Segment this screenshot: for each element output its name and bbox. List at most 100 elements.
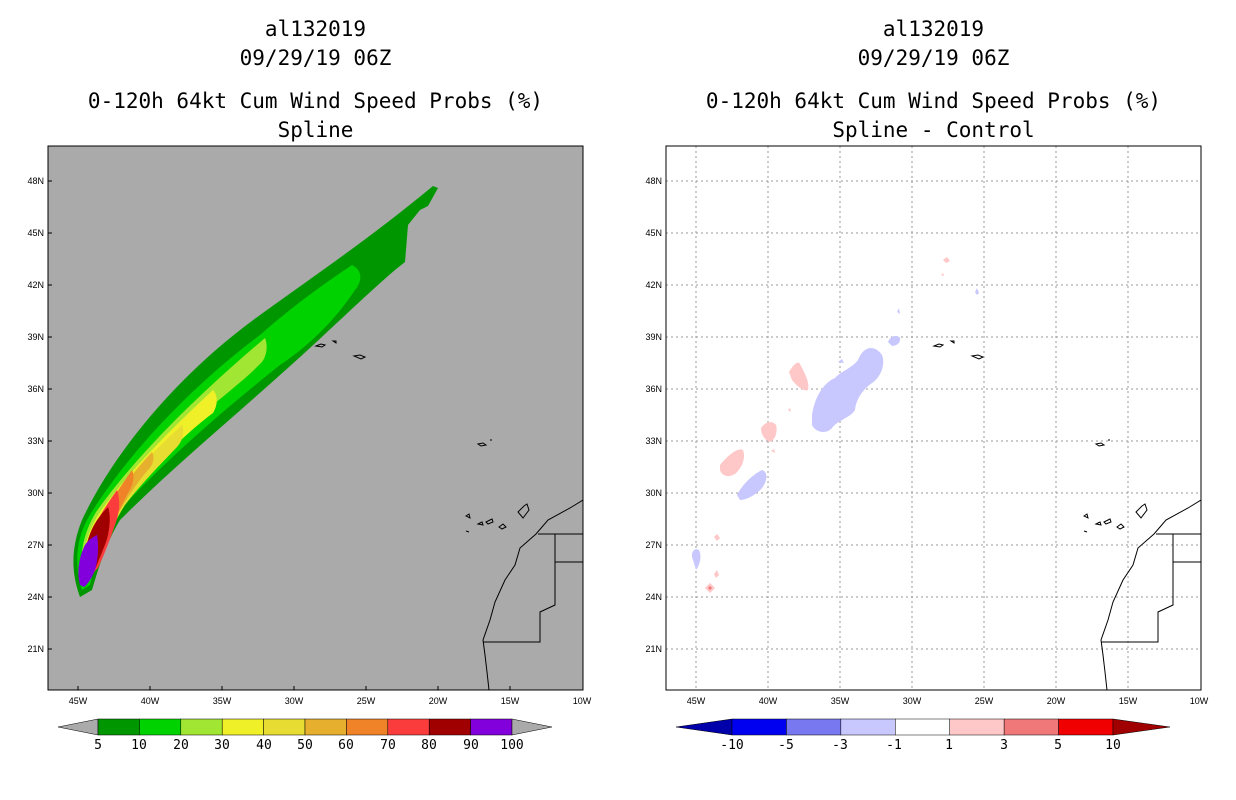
lat-label: 33N — [27, 436, 44, 446]
right-lon-axis: 45W 40W 35W 30W 25W 20W 15W 10W — [687, 696, 1209, 706]
colorbar-swatch — [949, 718, 1005, 736]
lon-label: 10W — [1190, 696, 1209, 706]
colorbar-swatch — [221, 718, 264, 736]
left-colorbar-labels: 5 10 20 30 40 50 60 70 80 90 100 — [94, 738, 524, 753]
colorbar-swatch — [346, 718, 389, 736]
diff-negative — [897, 308, 900, 314]
diff-positive — [789, 362, 809, 391]
colorbar-swatch — [786, 718, 842, 736]
colorbar-swatch — [139, 718, 182, 736]
colorbar-label: -5 — [778, 738, 794, 753]
lat-label: 24N — [27, 592, 44, 602]
right-map-frame — [665, 145, 1202, 691]
colorbar-label: -10 — [720, 738, 743, 753]
right-storm-id: al132019 — [882, 17, 985, 41]
colorbar-label: -3 — [832, 738, 848, 753]
colorbar-label: 40 — [256, 738, 272, 753]
colorbar-swatch — [97, 718, 140, 736]
right-colorbar-swatches — [675, 718, 1171, 736]
colorbar-label: 70 — [380, 738, 396, 753]
diff-positive — [788, 408, 791, 412]
colorbar-high-arrow — [1112, 718, 1171, 736]
colorbar-low-arrow — [675, 718, 733, 736]
lon-label: 35W — [213, 696, 232, 706]
right-product-title: 0-120h 64kt Cum Wind Speed Probs (%) — [705, 89, 1162, 113]
colorbar-label: -1 — [886, 738, 902, 753]
right-colorbar: -10 -5 -3 -1 1 3 5 10 — [675, 718, 1171, 753]
lon-label: 20W — [1047, 696, 1066, 706]
lat-label: 39N — [645, 332, 662, 342]
colorbar-swatch — [731, 718, 787, 736]
lat-label: 45N — [645, 228, 662, 238]
diff-positive-strong — [708, 586, 712, 590]
prob-contour-90 — [78, 535, 99, 587]
lon-label: 40W — [759, 696, 778, 706]
colorbar-label: 90 — [463, 738, 479, 753]
prob-contour-10 — [77, 265, 361, 590]
left-datetime: 09/29/19 06Z — [239, 46, 392, 70]
lat-label: 27N — [27, 540, 44, 550]
colorbar-swatch — [840, 718, 896, 736]
lon-label: 40W — [141, 696, 160, 706]
diff-negative — [888, 335, 901, 346]
colorbar-swatch — [470, 718, 513, 736]
colorbar-swatch — [304, 718, 347, 736]
right-panel-title: al132019 09/29/19 06Z 0-120h 64kt Cum Wi… — [666, 15, 1201, 145]
right-subtitle: Spline - Control — [832, 118, 1035, 142]
lat-label: 48N — [645, 176, 662, 186]
diff-positive — [771, 449, 775, 453]
diff-positive — [714, 534, 720, 541]
colorbar-high-arrow — [511, 718, 553, 736]
diff-positive — [761, 422, 777, 442]
right-datetime: 09/29/19 06Z — [857, 46, 1010, 70]
colorbar-swatch — [428, 718, 471, 736]
lat-label: 21N — [27, 644, 44, 654]
right-colorbar-labels: -10 -5 -3 -1 1 3 5 10 — [720, 738, 1121, 753]
diff-positive — [943, 257, 950, 263]
lat-label: 30N — [645, 488, 662, 498]
right-map-panel: 48N 45N 42N 39N 36N 33N 30N 27N 24N 21N … — [645, 145, 1209, 753]
lat-label: 30N — [27, 488, 44, 498]
colorbar-swatch — [895, 718, 950, 736]
lat-label: 42N — [27, 280, 44, 290]
lat-label: 24N — [645, 592, 662, 602]
lat-label: 36N — [27, 384, 44, 394]
prob-contour-20 — [81, 338, 267, 585]
left-panel-title: al132019 09/29/19 06Z 0-120h 64kt Cum Wi… — [48, 15, 583, 145]
right-lat-axis: 48N 45N 42N 39N 36N 33N 30N 27N 24N 21N — [645, 176, 662, 654]
probability-swath — [73, 186, 583, 690]
lon-label: 15W — [1119, 696, 1138, 706]
lat-label: 21N — [645, 644, 662, 654]
colorbar-label: 50 — [297, 738, 313, 753]
diff-negative — [838, 359, 844, 363]
left-storm-id: al132019 — [264, 17, 367, 41]
lon-label: 10W — [573, 696, 592, 706]
colorbar-label: 100 — [500, 738, 523, 753]
lon-label: 25W — [357, 696, 376, 706]
colorbar-label: 3 — [1000, 738, 1008, 753]
lon-label: 25W — [975, 696, 994, 706]
diff-positive — [714, 570, 719, 578]
diff-negative — [737, 470, 767, 500]
colorbar-label: 80 — [421, 738, 437, 753]
lon-label: 45W — [69, 696, 88, 706]
colorbar-label: 20 — [173, 738, 189, 753]
colorbar-label: 5 — [1054, 738, 1062, 753]
right-coastlines — [932, 340, 1201, 690]
diff-positive — [941, 273, 944, 276]
lon-label: 30W — [285, 696, 304, 706]
colorbar-swatch — [263, 718, 306, 736]
colorbar-label: 30 — [214, 738, 230, 753]
left-subtitle: Spline — [277, 118, 354, 142]
left-product-title: 0-120h 64kt Cum Wind Speed Probs (%) — [87, 89, 544, 113]
colorbar-swatch — [1058, 718, 1114, 736]
left-colorbar: 5 10 20 30 40 50 60 70 80 90 100 — [57, 718, 553, 753]
diff-negative — [975, 288, 979, 295]
lat-label: 39N — [27, 332, 44, 342]
lon-label: 20W — [429, 696, 448, 706]
lat-label: 48N — [27, 176, 44, 186]
lat-label: 36N — [645, 384, 662, 394]
lat-label: 27N — [645, 540, 662, 550]
left-lat-axis: 48N 45N 42N 39N 36N 33N 30N 27N 24N 21N — [27, 176, 52, 654]
